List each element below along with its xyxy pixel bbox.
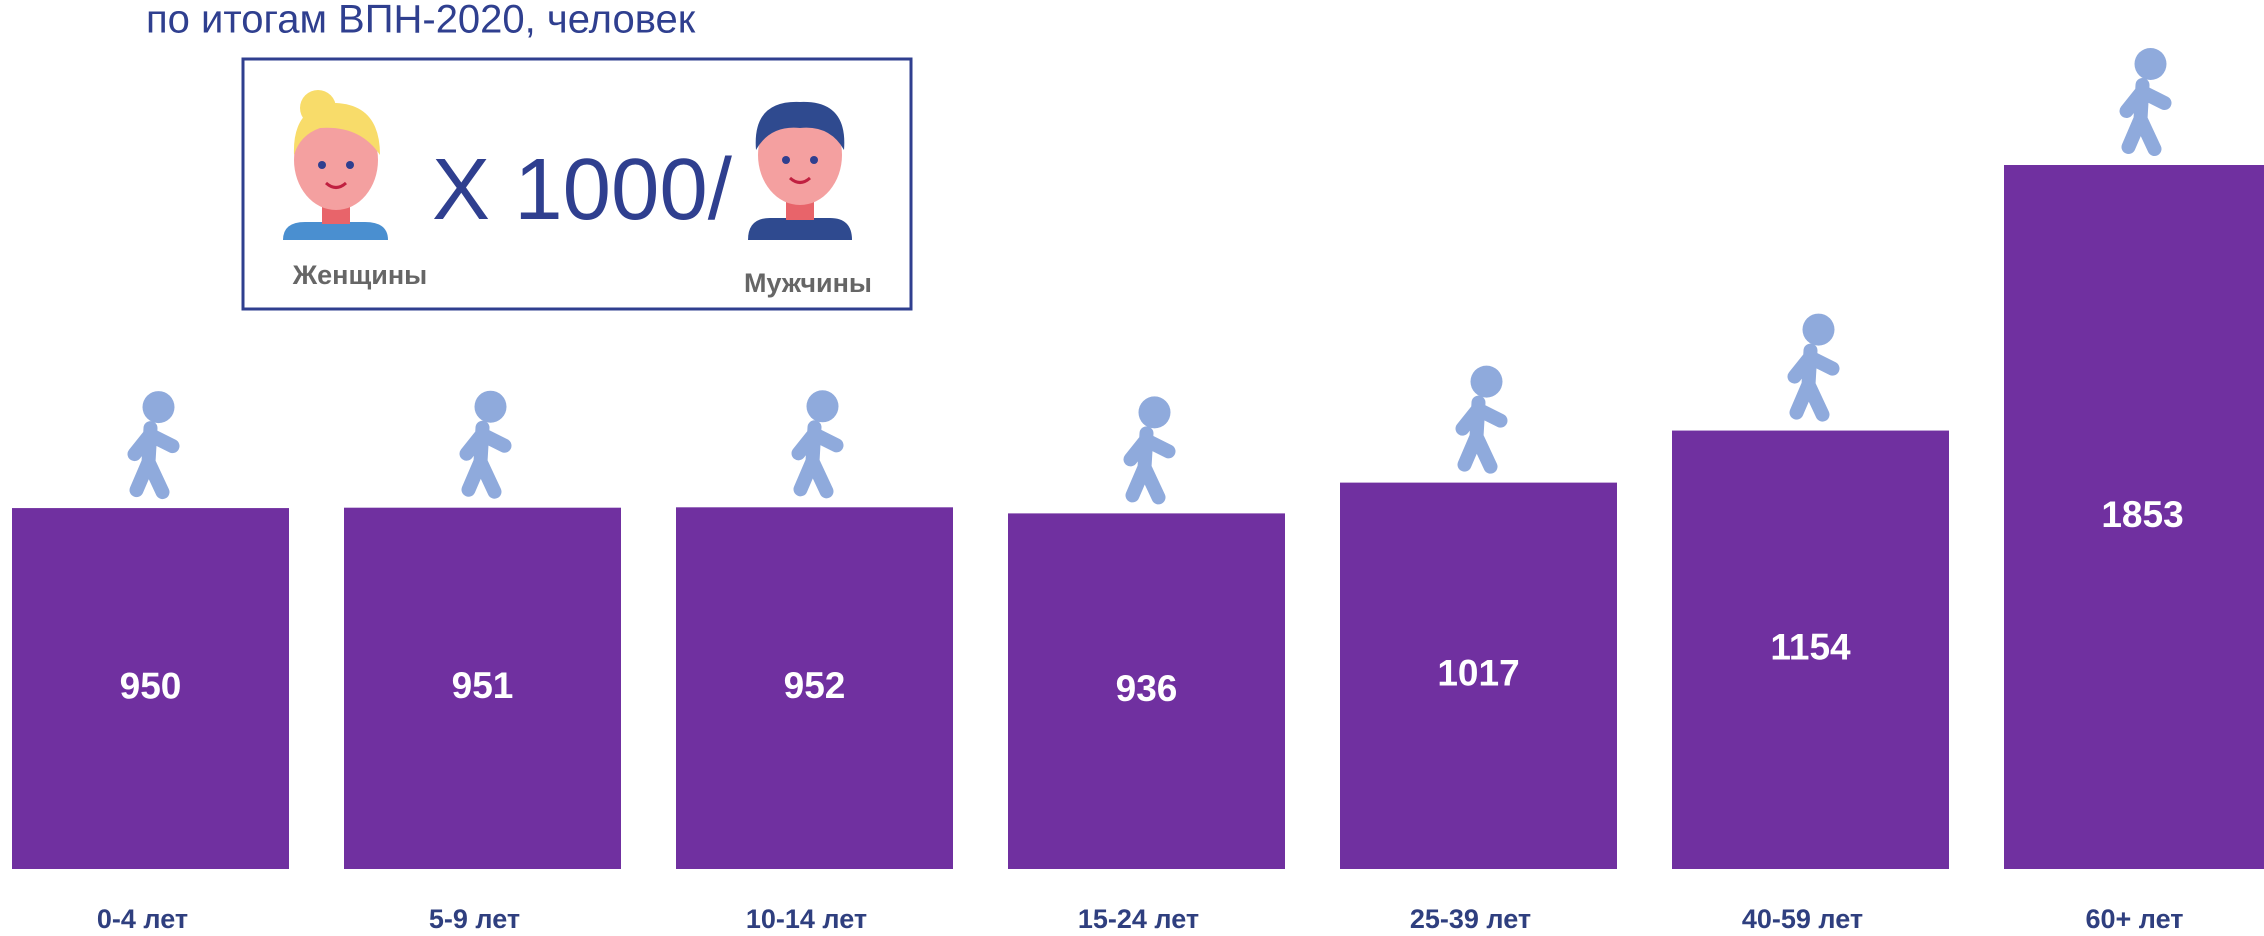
icon-body [1131,433,1169,497]
icon-body [1463,403,1501,467]
value-label: 936 [1116,668,1178,709]
x-tick-label: 0-4 лет [97,904,188,934]
page: по итогам ВПН-2020, человек Женщины X 10… [0,0,2264,936]
icon-head [2135,48,2167,80]
x-tick-label: 60+ лет [2086,904,2184,934]
x-tick-label: 10-14 лет [746,904,867,934]
icon-body [799,427,837,491]
icon-body [1795,351,1833,415]
female-label: Женщины [292,260,427,290]
icon-head [475,391,507,423]
person-icon [799,390,839,491]
x-tick-label: 15-24 лет [1078,904,1199,934]
ratio-label: X 1000/ [432,141,733,238]
person-icon [135,391,175,492]
icon-body [2127,85,2165,149]
value-label: 1017 [1437,653,1519,694]
value-label: 950 [120,665,182,706]
value-label: 1853 [2101,494,2183,535]
value-label: 951 [452,665,514,706]
x-tick-label: 5-9 лет [429,904,520,934]
person-icon [1131,396,1171,497]
person-icon [2127,48,2167,149]
person-icon [1463,366,1503,467]
icon-body [135,428,173,492]
icon-head [1803,314,1835,346]
value-label: 1154 [1770,627,1851,668]
icon-head [143,391,175,423]
icon-head [1139,396,1171,428]
x-tick-label: 25-39 лет [1410,904,1531,934]
person-icon [467,391,507,492]
male-icon [748,102,852,240]
male-label: Мужчины [744,268,872,298]
value-label: 952 [784,665,846,706]
icon-head [1471,366,1503,398]
x-tick-label: 40-59 лет [1742,904,1863,934]
icon-body [467,428,505,492]
chart: по итогам ВПН-2020, человек Женщины X 10… [0,0,2264,936]
person-icon [1795,314,1835,415]
icon-head [807,390,839,422]
chart-title: по итогам ВПН-2020, человек [146,0,696,42]
